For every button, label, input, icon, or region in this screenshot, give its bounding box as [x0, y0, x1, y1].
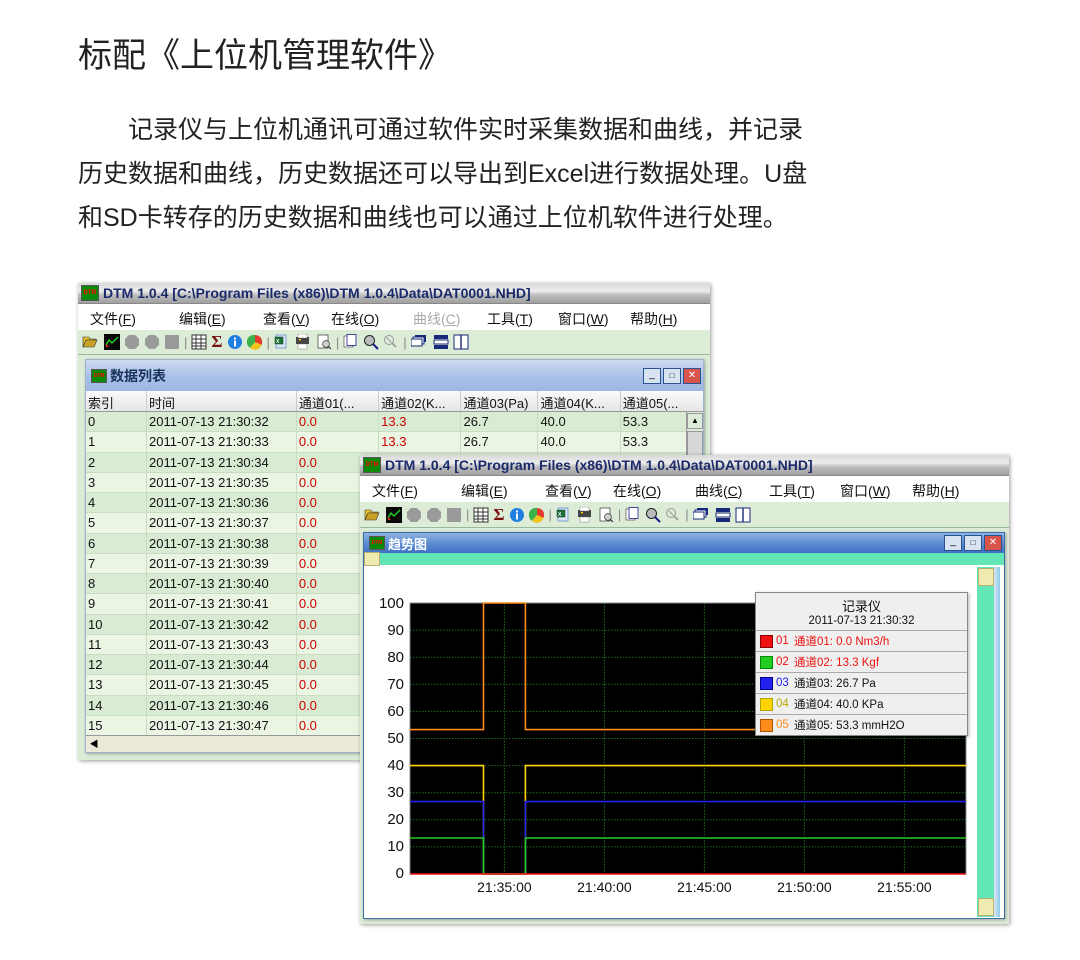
- svg-text:50: 50: [387, 730, 404, 747]
- svg-text:100: 100: [379, 595, 404, 612]
- svg-text:80: 80: [387, 649, 404, 666]
- svg-text:90: 90: [387, 622, 404, 639]
- svg-text:60: 60: [387, 703, 404, 720]
- svg-text:10: 10: [387, 838, 404, 855]
- svg-text:21:40:00: 21:40:00: [577, 879, 632, 895]
- svg-text:40: 40: [387, 757, 404, 774]
- svg-text:0: 0: [396, 865, 404, 882]
- svg-text:20: 20: [387, 811, 404, 828]
- svg-text:21:35:00: 21:35:00: [477, 879, 532, 895]
- svg-text:30: 30: [387, 784, 404, 801]
- svg-text:21:55:00: 21:55:00: [877, 879, 932, 895]
- svg-text:21:50:00: 21:50:00: [777, 879, 832, 895]
- svg-text:70: 70: [387, 676, 404, 693]
- svg-text:21:45:00: 21:45:00: [677, 879, 732, 895]
